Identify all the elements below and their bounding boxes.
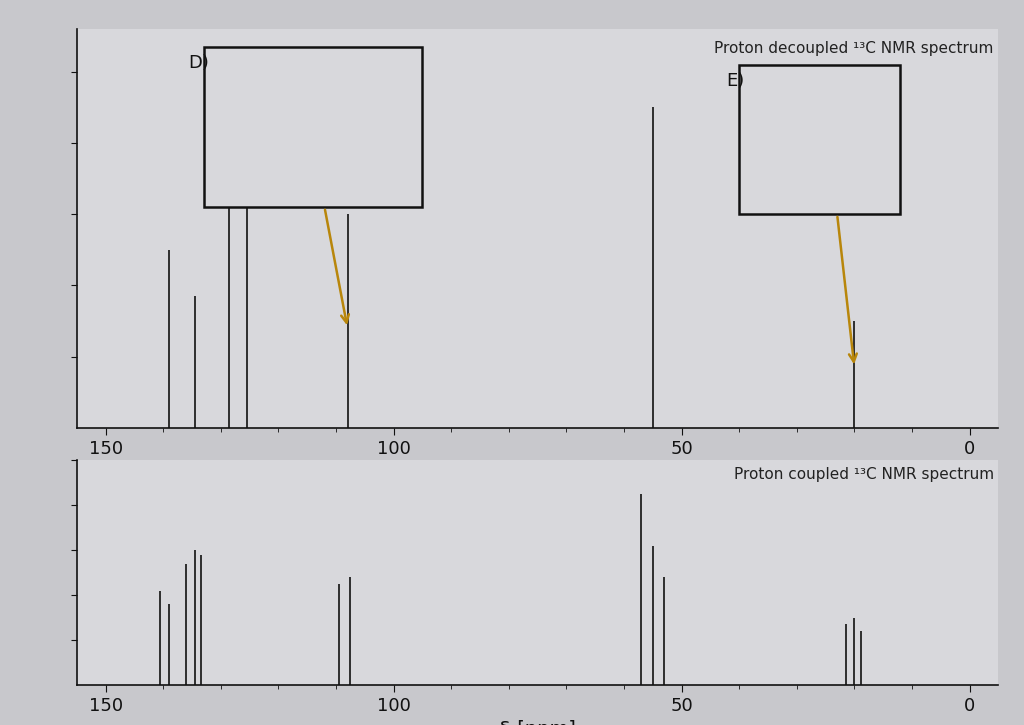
Text: E): E)	[727, 72, 745, 90]
FancyBboxPatch shape	[739, 65, 900, 214]
X-axis label: δ [ppm]: δ [ppm]	[499, 463, 577, 482]
Text: Proton decoupled ¹³C NMR spectrum: Proton decoupled ¹³C NMR spectrum	[715, 41, 993, 56]
X-axis label: δ [ppm]: δ [ppm]	[499, 721, 577, 725]
FancyBboxPatch shape	[204, 47, 422, 207]
Text: Proton coupled ¹³C NMR spectrum: Proton coupled ¹³C NMR spectrum	[733, 467, 993, 482]
Text: D): D)	[188, 54, 209, 72]
